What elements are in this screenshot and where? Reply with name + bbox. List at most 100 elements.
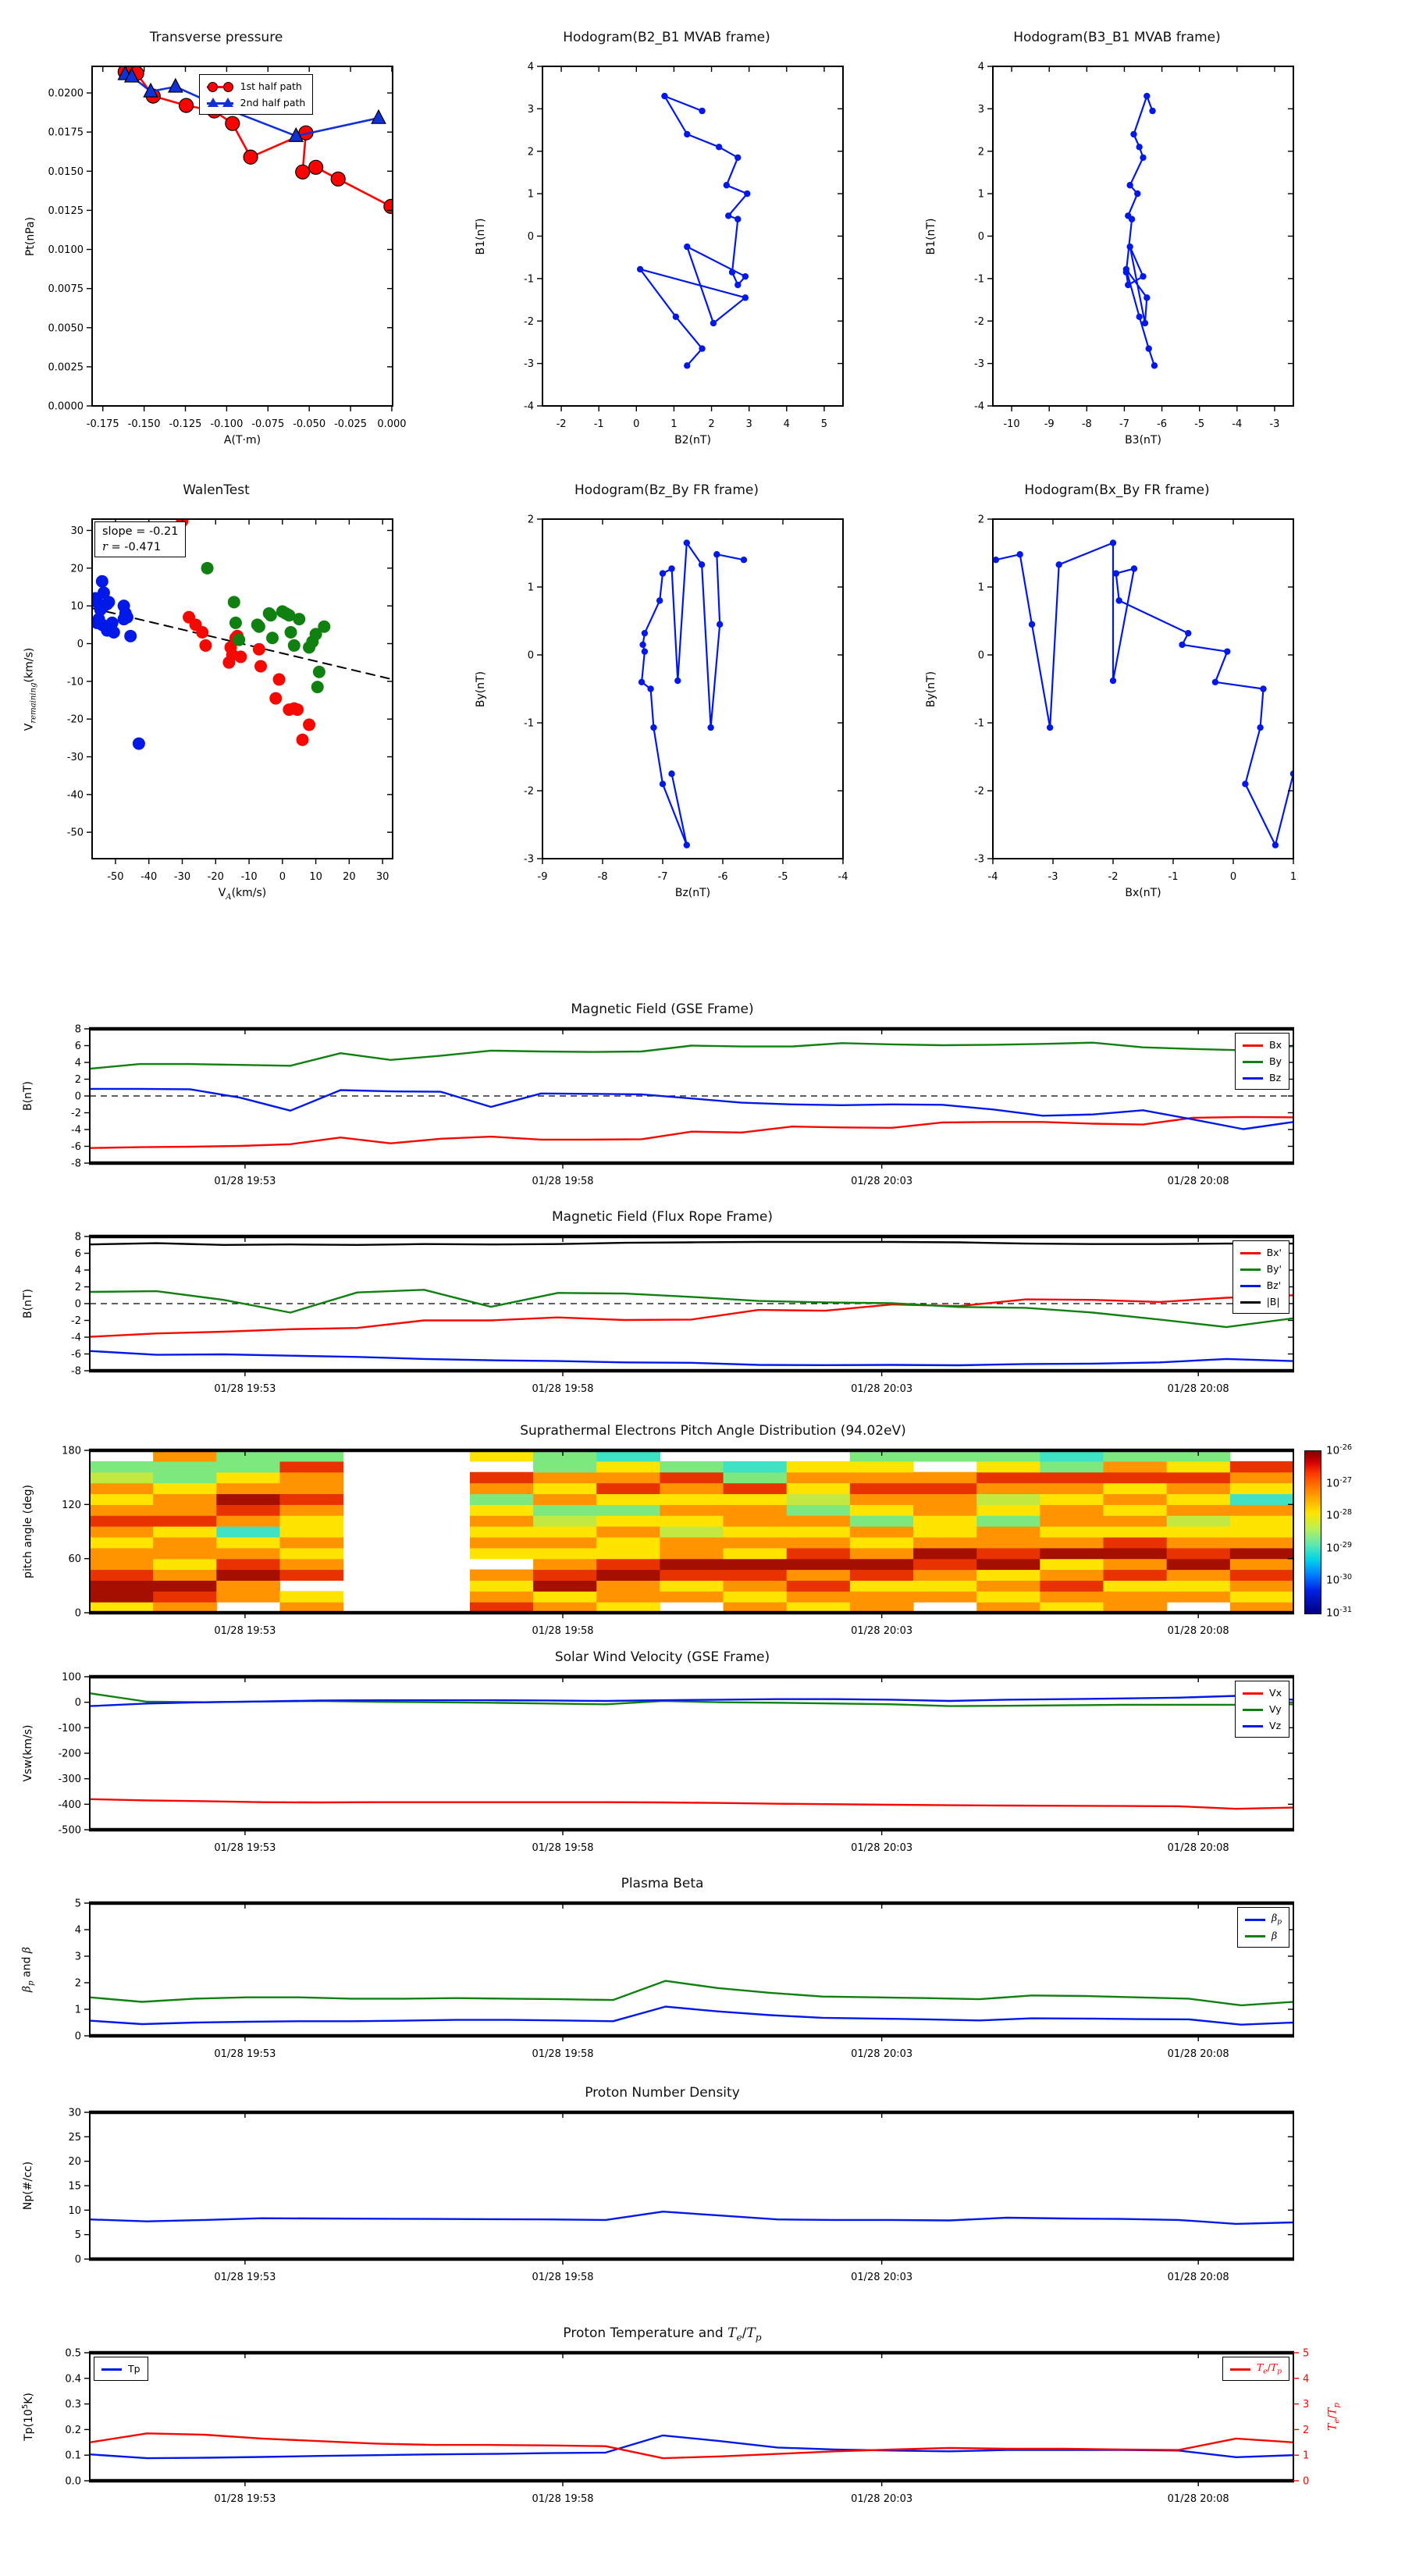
svg-text:-0.050: -0.050 [293,418,325,430]
series-Bz [90,1087,1293,1130]
svg-text:10: 10 [309,871,322,883]
svg-text:4: 4 [1303,2373,1309,2385]
chart-plasma-beta: 01/28 19:53 01/28 19:58 01/28 20:03 01/28 2… [21,1876,1294,2060]
plot-canvas: 01/28 19:53 01/28 19:58 01/28 20:03 01/28 2… [65,2348,1309,2506]
plot-area [90,1041,1293,1149]
svg-text:-4: -4 [71,1332,81,1344]
svg-text:6: 6 [75,1248,81,1260]
svg-text:-6: -6 [71,1141,81,1153]
svg-text:-3: -3 [524,854,534,866]
svg-text:0: 0 [978,650,984,662]
series-B2_B1 path [639,94,749,367]
chart-title: Hodogram(Bz_By FR frame) [574,482,759,498]
colorbar-tick-label: 10-31 [1326,1606,1353,1620]
legend-item: Bx' [1240,1244,1282,1261]
series-B3_B1 path [1125,94,1155,367]
legend-marker-line-icon [1240,1247,1261,1258]
svg-text:-3: -3 [1048,871,1058,883]
svg-text:0: 0 [75,1091,81,1103]
legend-marker-line-icon [1240,1297,1261,1308]
chart-solar-wind-velocity: 01/28 19:53 01/28 19:58 01/28 20:03 01/28 2… [22,1649,1294,1854]
legend: Te/Tp [1222,2357,1289,2381]
colorbar-tick-label: 10-26 [1326,1443,1353,1457]
axes-frame [89,1902,1294,2037]
plot-canvas: 01/28 19:53 01/28 19:58 01/28 20:03 01/28 2… [68,2108,1294,2283]
svg-text:30: 30 [68,2108,81,2119]
svg-text:8: 8 [75,1024,81,1036]
svg-text:5: 5 [821,418,827,430]
svg-text:-500: -500 [58,1825,81,1837]
svg-text:-2: -2 [71,1315,81,1327]
svg-text:60: 60 [68,1553,81,1565]
svg-text:-8: -8 [71,1158,81,1170]
svg-text:-3: -3 [1269,418,1279,430]
svg-text:01/28 19:53: 01/28 19:53 [214,1625,276,1637]
svg-text:0: 0 [279,871,286,883]
svg-text:0: 0 [75,1697,81,1709]
svg-text:0.5: 0.5 [65,2348,81,2360]
series-Bx_By path [994,542,1293,846]
svg-text:-5: -5 [778,871,788,883]
svg-text:-2: -2 [524,316,534,328]
legend-item: Tp [101,2361,140,2377]
legend-item: Vx [1243,1685,1282,1701]
axes-frame [542,518,844,859]
svg-text:5: 5 [75,2229,81,2241]
svg-text:1: 1 [1303,2450,1309,2462]
legend-label: β [1272,1930,1278,1941]
svg-text:0: 0 [75,2031,81,2043]
svg-text:120: 120 [62,1500,81,1511]
legend: Bx' By' Bz' |B| [1232,1240,1289,1314]
plot-canvas: 01/28 19:53 01/28 19:58 01/28 20:03 01/28 2… [71,1232,1294,1395]
y-axis-label: By(nT) [475,671,487,707]
svg-text:0.0150: 0.0150 [48,166,84,178]
svg-text:0.1: 0.1 [65,2450,81,2462]
svg-text:-40: -40 [67,789,84,801]
chart-hodogram-bz-by: -9 -8 -7 -6 -5 -4 -3 -2 -1 0 1 2 Hodogram(Bz_By FR f… [475,482,848,899]
series-By [90,1041,1293,1070]
svg-text:-100: -100 [58,1723,81,1735]
chart-magnetic-field-flux-rope: 01/28 19:53 01/28 19:58 01/28 20:03 01/28 2… [22,1209,1294,1395]
svg-text:5: 5 [1303,2348,1309,2360]
series-Bz_By path [641,542,745,846]
svg-text:1: 1 [75,2005,81,2016]
svg-text:2: 2 [75,1074,81,1086]
svg-text:01/28 19:58: 01/28 19:58 [532,1842,593,1854]
svg-text:2: 2 [528,146,534,158]
svg-text:01/28 20:03: 01/28 20:03 [851,2493,912,2505]
svg-text:0.0200: 0.0200 [48,88,84,100]
svg-text:-20: -20 [208,871,224,883]
svg-text:180: 180 [62,1446,81,1457]
series-Np [90,2210,1293,2226]
svg-text:4: 4 [75,1925,81,1937]
svg-text:-300: -300 [58,1774,81,1785]
series-beta [90,1980,1293,2007]
legend-item: Bz' [1240,1277,1282,1293]
legend-marker-line-icon [1230,2364,1250,2375]
svg-text:20: 20 [343,871,356,883]
svg-text:0: 0 [1230,871,1236,883]
svg-text:-50: -50 [67,827,84,839]
legend-marker-line-icon [1243,1704,1264,1715]
legend: 1st half path 2nd half path [198,74,314,115]
svg-text:-20: -20 [67,714,84,726]
plot-area [90,2432,1293,2460]
svg-text:01/28 20:03: 01/28 20:03 [851,1383,912,1395]
axes-frame [89,2112,1294,2260]
svg-text:2: 2 [528,514,534,526]
svg-text:2: 2 [75,1978,81,1990]
plot-canvas: -50 -40 -30 -20 -10 0 10 20 30 -50 -40 -30 -20 -10 0 10… [67,518,393,883]
svg-text:0.0100: 0.0100 [48,244,84,256]
svg-text:-10: -10 [1003,418,1019,430]
svg-text:-6: -6 [71,1349,81,1361]
legend-marker-line-icon [1243,1688,1264,1699]
x-axis-label: VA(km/s) [218,887,267,902]
plot-area [636,92,751,369]
svg-text:-1: -1 [974,273,984,285]
plot-canvas: 01/28 19:53 01/28 19:58 01/28 20:03 01/28 2… [75,1898,1294,2060]
svg-text:-8: -8 [1082,418,1092,430]
legend: Vx Vy Vz [1235,1681,1289,1738]
legend-label: Vz [1269,1720,1282,1731]
chart-proton-temperature: 01/28 19:53 01/28 19:58 01/28 20:03 01/28 2… [21,2325,1341,2505]
svg-text:0.0075: 0.0075 [48,283,84,295]
